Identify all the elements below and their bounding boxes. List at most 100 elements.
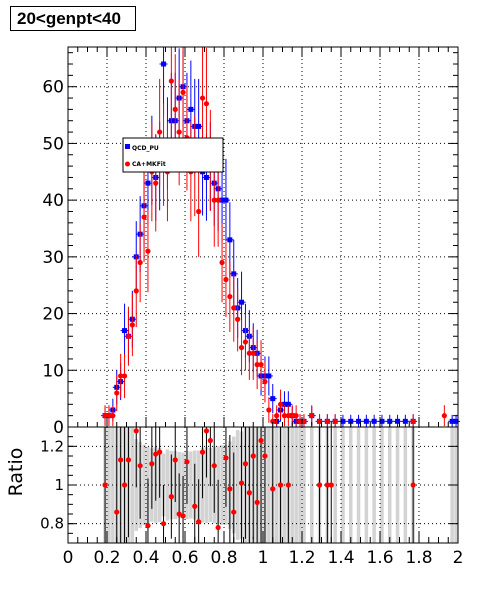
- ratio-point: [160, 521, 167, 527]
- qcd-pu-point: [161, 61, 167, 67]
- ca-mkfit-point: [223, 276, 229, 283]
- ratio-point: [207, 437, 213, 444]
- ca-mkfit-point: [258, 362, 264, 368]
- ratio-point: [246, 490, 252, 496]
- ca-mkfit-point: [203, 101, 210, 107]
- ratio-point: [250, 453, 256, 459]
- ratio-point: [145, 523, 151, 529]
- ca-mkfit-point: [274, 413, 280, 419]
- ratio-y-tick-label: 1.2: [40, 437, 64, 455]
- ratio-point: [149, 461, 155, 467]
- ratio-point: [258, 437, 264, 444]
- ca-mkfit-point: [211, 197, 217, 203]
- ca-mkfit-point: [153, 180, 159, 186]
- x-tick-label: 1.8: [405, 548, 432, 568]
- ratio-point: [133, 428, 139, 434]
- x-tick-label: 1: [258, 548, 269, 568]
- ratio-point: [285, 482, 291, 488]
- ca-mkfit-point: [180, 89, 186, 95]
- qcd-pu-point: [196, 123, 202, 129]
- qcd-pu-point: [371, 418, 377, 424]
- x-tick-label: 0.6: [171, 548, 198, 568]
- qcd-pu-point: [122, 328, 128, 334]
- ca-mkfit-point: [410, 418, 416, 424]
- ca-mkfit-point: [309, 413, 315, 419]
- ratio-uncertainty-band: [356, 427, 361, 543]
- ca-mkfit-point: [242, 339, 249, 345]
- ca-mkfit-point: [297, 418, 303, 424]
- ratio-point: [277, 482, 284, 488]
- top-y-tick-label: 30: [42, 248, 64, 268]
- ca-mkfit-point: [145, 248, 151, 254]
- ratio-point: [231, 509, 237, 515]
- ca-mkfit-point: [293, 413, 299, 419]
- ratio-point: [254, 499, 260, 505]
- ca-mkfit-point: [215, 197, 221, 203]
- ratio-y-tick-label: 1: [54, 476, 64, 494]
- legend-label-qcd-pu: QCD_PU: [132, 145, 159, 152]
- ratio-uncertainty-band: [372, 427, 376, 543]
- ratio-point: [196, 519, 202, 525]
- ratio-panel: 0.8 1 1.2 0 0.2 0.4 0.6 0.8 1 1.2 1.4 1.6 1.8 2: [40, 426, 464, 568]
- ratio-uncertainty-band: [302, 427, 306, 543]
- ca-mkfit-point: [277, 401, 284, 407]
- ratio-uncertainty-band: [310, 427, 314, 543]
- ratio-point: [114, 509, 120, 515]
- x-tick-label: 2: [453, 548, 464, 568]
- ratio-point: [168, 494, 174, 500]
- qcd-pu-point: [453, 418, 459, 424]
- ca-mkfit-point: [332, 418, 338, 424]
- ratio-point: [203, 428, 210, 434]
- ratio-uncertainty-band: [403, 427, 408, 543]
- ratio-uncertainty-band: [341, 427, 345, 543]
- ratio-uncertainty-band: [235, 430, 240, 540]
- ca-mkfit-point: [110, 413, 116, 419]
- ratio-y-tick-label: 0.8: [40, 515, 64, 533]
- ca-mkfit-point: [129, 322, 135, 328]
- x-tick-label: 0.2: [93, 548, 120, 568]
- qcd-pu-point: [223, 197, 229, 203]
- qcd-pu-point: [356, 418, 362, 424]
- ratio-uncertainty-band: [204, 447, 209, 523]
- qcd-pu-point: [402, 418, 408, 424]
- ca-mkfit-point: [102, 413, 108, 419]
- qcd-pu-point: [395, 418, 401, 424]
- qcd-pu-point: [340, 418, 346, 424]
- ca-mkfit-point: [289, 413, 295, 419]
- ratio-point: [102, 482, 108, 488]
- x-tick-label: 1.2: [288, 548, 315, 568]
- x-tick-label: 0: [63, 548, 74, 568]
- ratio-uncertainty-band: [333, 427, 337, 543]
- chart-title: 20<genpt<40: [10, 6, 136, 31]
- ca-mkfit-point: [250, 350, 256, 356]
- ratio-point: [172, 457, 178, 463]
- legend-label-ca-mkfit: CA+MKFit: [132, 161, 166, 168]
- top-y-tick-label: 60: [42, 78, 64, 98]
- top-panel: 0 10 20 30 40 50 60: [42, 46, 461, 438]
- ratio-point: [180, 513, 186, 519]
- ratio-point: [324, 482, 330, 488]
- ca-mkfit-point: [285, 413, 291, 419]
- ca-mkfit-point: [137, 259, 143, 266]
- x-tick-label: 0.4: [132, 548, 159, 568]
- ca-mkfit-point: [266, 407, 272, 413]
- ratio-point: [137, 463, 143, 469]
- ca-mkfit-point: [199, 95, 206, 101]
- ca-mkfit-point: [301, 418, 307, 424]
- ca-mkfit-point: [114, 390, 120, 396]
- ratio-point: [199, 449, 206, 455]
- ratio-point: [328, 482, 334, 488]
- ratio-y-axis-label: Ratio: [5, 448, 27, 497]
- ca-mkfit-point: [231, 305, 237, 311]
- ratio-point: [227, 486, 233, 492]
- x-tick-label: 1.6: [366, 548, 393, 568]
- ca-mkfit-point: [270, 418, 276, 424]
- ratio-point: [262, 453, 268, 459]
- x-tick-label: 1.4: [327, 548, 354, 568]
- ca-mkfit-point: [141, 214, 147, 220]
- qcd-pu-point: [188, 106, 194, 112]
- ca-mkfit-point: [238, 344, 245, 351]
- ca-mkfit-point: [235, 316, 241, 322]
- qcd-pu-point: [266, 373, 272, 379]
- ca-mkfit-point: [121, 373, 128, 379]
